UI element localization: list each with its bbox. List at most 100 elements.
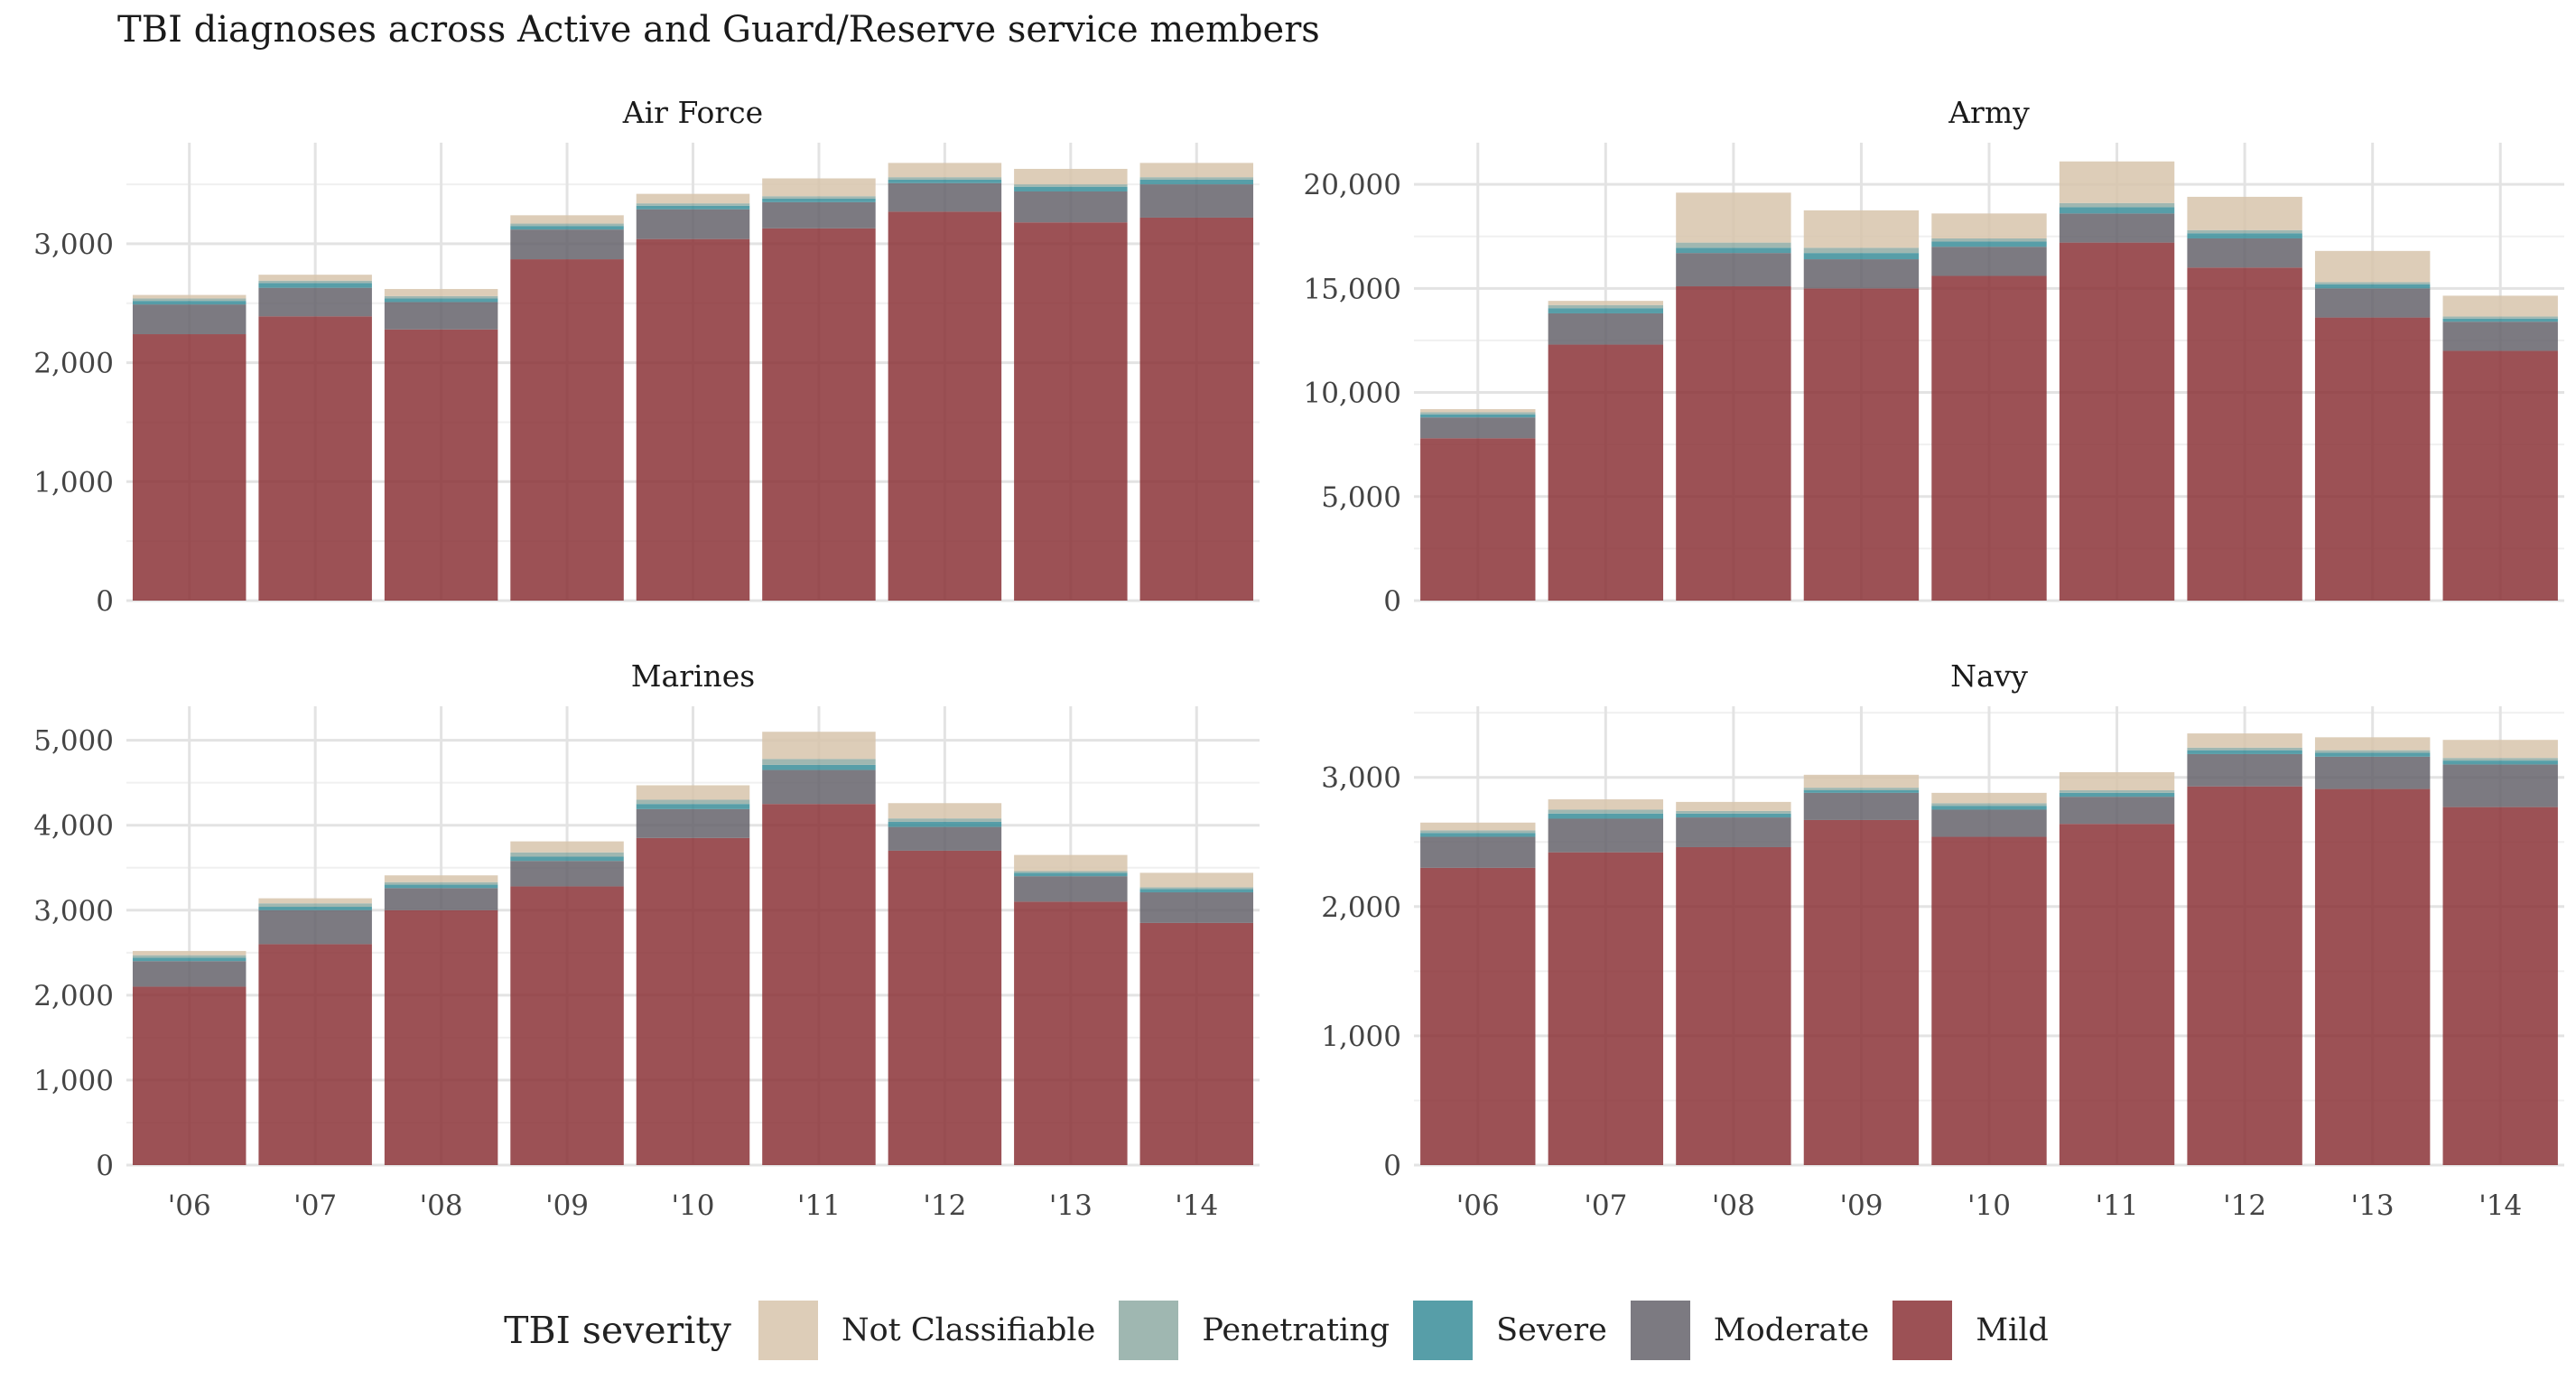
y-tick-label: 20,000 <box>1304 169 1401 201</box>
legend-item-moderate: Moderate <box>1630 1301 1869 1360</box>
bar-segment-severe <box>132 301 246 305</box>
bar-segment-penetrating <box>1548 304 1664 309</box>
bar-segment-penetrating <box>384 881 498 885</box>
bar-segment-moderate <box>510 861 624 887</box>
bar-segment-penetrating <box>258 280 372 284</box>
bar-segment-not-classifiable <box>2314 250 2431 283</box>
bar-segment-penetrating <box>2314 750 2431 753</box>
bar-segment-penetrating <box>636 203 750 206</box>
legend-title: TBI severity <box>504 1309 731 1352</box>
x-tick-label: '12 <box>2223 1189 2266 1222</box>
bar-segment-not-classifiable <box>1014 854 1128 872</box>
bar-segment-penetrating <box>762 759 876 765</box>
y-tick-label: 0 <box>96 585 114 618</box>
bar-segment-severe <box>636 205 750 210</box>
bar-segment-mild <box>258 316 372 601</box>
bar-segment-moderate <box>1548 312 1664 345</box>
bar-segment-moderate <box>888 182 1002 212</box>
legend-item-penetrating: Penetrating <box>1119 1301 1390 1360</box>
bar-segment-not-classifiable <box>2187 733 2302 748</box>
bar-segment-moderate <box>2442 322 2558 351</box>
legend-label: Not Classifiable <box>841 1312 1096 1348</box>
bar-segment-mild <box>1803 819 1920 1165</box>
legend-swatch <box>1630 1301 1690 1360</box>
bar-segment-penetrating <box>132 298 246 302</box>
bar-segment-severe <box>1014 186 1128 191</box>
legend-item-mild: Mild <box>1892 1301 2049 1360</box>
bar-segment-mild <box>2314 317 2431 601</box>
bar-segment-not-classifiable <box>132 950 246 956</box>
bar-segment-moderate <box>762 769 876 805</box>
x-tick-label: '07 <box>293 1189 337 1222</box>
bar-segment-severe <box>1139 179 1254 185</box>
bar-segment-not-classifiable <box>762 732 876 760</box>
bar-segment-not-classifiable <box>2059 161 2175 203</box>
bar-segment-severe <box>888 179 1002 183</box>
bar-segment-not-classifiable <box>384 288 498 296</box>
y-tick-label: 2,000 <box>1321 891 1401 924</box>
bar-segment-moderate <box>888 826 1002 851</box>
bar-segment-penetrating <box>1420 412 1536 415</box>
bar-segment-mild <box>132 986 246 1165</box>
bar-segment-penetrating <box>1931 238 2047 242</box>
bar-segment-moderate <box>1139 184 1254 218</box>
panel-title: Navy <box>1950 658 2028 694</box>
y-tick-label: 10,000 <box>1304 378 1401 410</box>
faceted-stacked-bar-chart: Air Force 0 1,000 2,000 3,000 Army 0 5,000 10,00… <box>33 95 2564 1222</box>
bar-segment-not-classifiable <box>1803 774 1920 788</box>
bar-segment-mild <box>2059 824 2175 1165</box>
bar-segment-penetrating <box>384 295 498 299</box>
bar-segment-penetrating <box>888 177 1002 180</box>
bar-segment-mild <box>1676 286 1791 601</box>
bar-segment-mild <box>2314 788 2431 1165</box>
bar-segment-severe <box>888 821 1002 827</box>
bar-segment-mild <box>510 259 624 601</box>
bar-segment-moderate <box>2442 764 2558 807</box>
bar-segment-moderate <box>2314 288 2431 318</box>
bar-segment-not-classifiable <box>1931 213 2047 239</box>
y-tick-label: 3,000 <box>33 229 114 261</box>
bar-segment-penetrating <box>2059 202 2175 208</box>
bar-segment-severe <box>258 283 372 288</box>
bar-segment-moderate <box>1420 836 1536 868</box>
bar-segment-mild <box>762 804 876 1165</box>
bar-segment-severe <box>1676 247 1791 254</box>
x-tick-label: '10 <box>672 1189 715 1222</box>
bar-segment-not-classifiable <box>258 898 372 904</box>
bar-segment-mild <box>1139 217 1254 602</box>
bar-segment-mild <box>1420 438 1536 601</box>
bar-segment-not-classifiable <box>1014 168 1128 185</box>
bar-segment-severe <box>2442 760 2558 765</box>
y-tick-label: 1,000 <box>33 466 114 499</box>
legend-label: Severe <box>1496 1312 1607 1348</box>
bar-segment-penetrating <box>132 955 246 958</box>
bar-segment-not-classifiable <box>1420 408 1536 413</box>
bar-segment-mild <box>1931 836 2047 1165</box>
bar-segment-not-classifiable <box>2059 771 2175 791</box>
bar-segment-moderate <box>1420 417 1536 439</box>
x-tick-label: '07 <box>1584 1189 1627 1222</box>
bar-segment-moderate <box>258 909 372 945</box>
legend-label: Mild <box>1976 1312 2049 1348</box>
bar-segment-moderate <box>1931 809 2047 837</box>
legend-swatch <box>1413 1301 1474 1360</box>
bar-segment-moderate <box>1139 892 1254 923</box>
bar-segment-severe <box>132 957 246 962</box>
bar-segment-severe <box>762 764 876 770</box>
bar-segment-penetrating <box>258 903 372 908</box>
y-tick-label: 1,000 <box>1321 1021 1401 1053</box>
bar-segment-not-classifiable <box>636 785 750 800</box>
x-tick-label: '14 <box>2478 1189 2522 1222</box>
bar-segment-not-classifiable <box>762 178 876 197</box>
x-tick-label: '08 <box>1712 1189 1755 1222</box>
bar-segment-not-classifiable <box>258 275 372 281</box>
bar-segment-penetrating <box>1139 177 1254 180</box>
bar-segment-not-classifiable <box>1676 801 1791 811</box>
bar-segment-not-classifiable <box>636 193 750 204</box>
bar-segment-not-classifiable <box>1548 799 1664 810</box>
bar-segment-severe <box>384 298 498 303</box>
bar-segment-severe <box>2187 233 2302 239</box>
bar-segment-mild <box>1676 846 1791 1165</box>
bar-segment-not-classifiable <box>1931 792 2047 804</box>
bar-segment-not-classifiable <box>1139 872 1254 888</box>
